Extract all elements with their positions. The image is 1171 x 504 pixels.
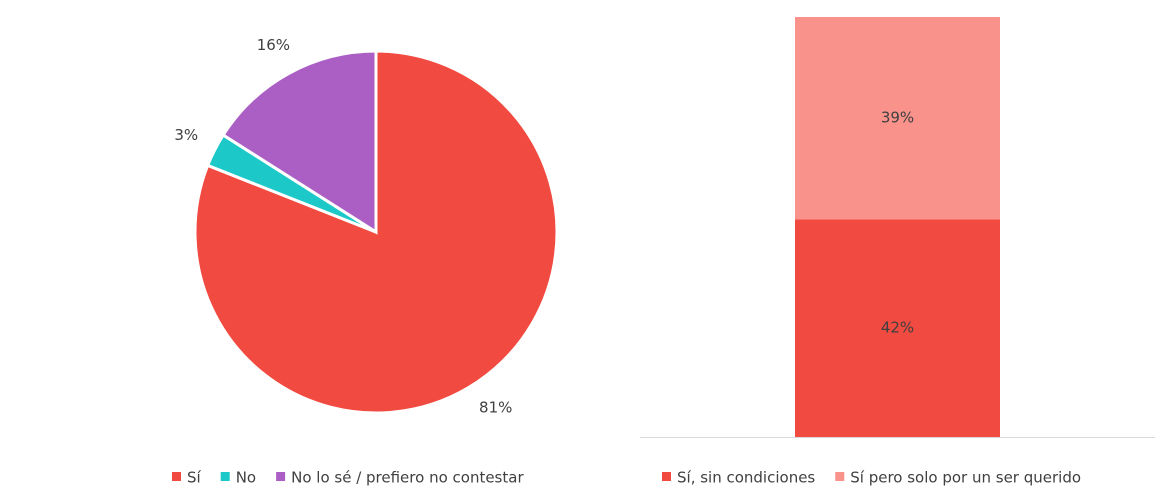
bar-segment (795, 17, 1000, 220)
data-label: 39% (881, 109, 914, 127)
legend-label: Sí (187, 469, 202, 487)
pie-slice (221, 49, 378, 235)
legend-label: No (236, 469, 256, 487)
legend-swatch (276, 472, 286, 481)
legend-swatch (172, 472, 181, 481)
legend-label: Sí pero solo por un ser querido (850, 469, 1081, 487)
bar-segment (795, 219, 1000, 437)
data-label: 81% (479, 399, 512, 417)
legend-swatch (662, 472, 671, 481)
data-label: 16% (257, 36, 290, 54)
legend-swatch (835, 472, 845, 481)
legend-label: Sí, sin condiciones (677, 469, 815, 487)
data-label: 3% (174, 126, 198, 144)
legend-label: No lo sé / prefiero no contestar (291, 469, 524, 487)
legend-swatch (220, 472, 230, 481)
data-label: 42% (881, 319, 914, 337)
pie-slice (193, 49, 559, 415)
